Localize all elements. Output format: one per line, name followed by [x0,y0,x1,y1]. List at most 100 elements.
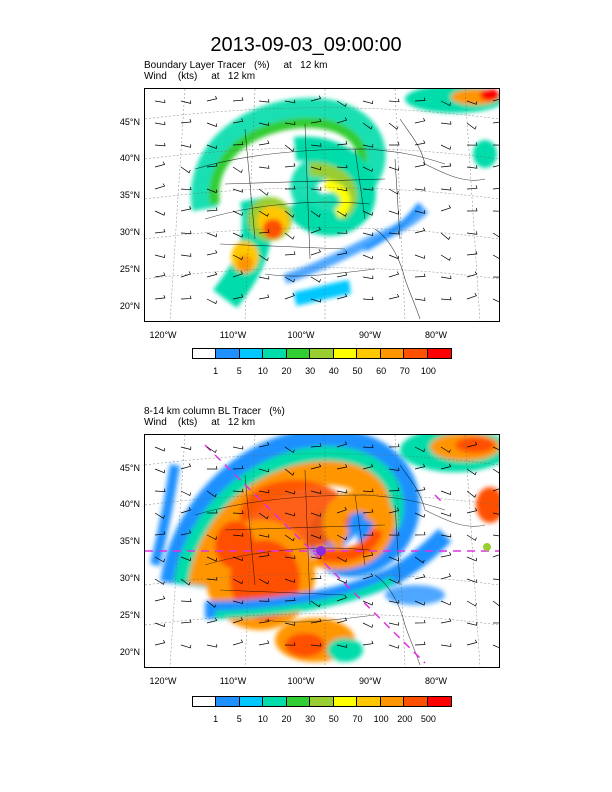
colorbar-swatch [380,697,405,706]
wind-barb [206,249,218,256]
wind-barb [492,188,499,190]
wind-barb [206,298,217,305]
wind-barb [440,144,451,150]
wind-barb [180,644,192,649]
wind-barb [440,618,452,624]
wind-barb [284,99,296,104]
wind-barb [440,162,452,168]
wind-barb [440,600,452,606]
wind-barb [232,271,244,278]
panel1-map [144,88,500,322]
wind-barb [232,600,244,605]
wind-barb [466,142,478,146]
wind-barb [284,251,296,256]
wind-barb [440,254,451,261]
wind-barb [440,490,452,495]
p2-lat-45: 45°N [119,463,140,473]
colorbar-level-label: 60 [376,366,387,376]
wind-barb [362,640,374,646]
wind-barb [414,446,425,453]
wind-barb [414,297,426,301]
wind-barb [336,464,348,470]
panel2-subtitle: Wind (kts) at 12 km [144,417,256,428]
wind-barb [232,639,244,646]
wind-barb [206,577,218,581]
wind-barb [310,618,322,624]
wind-barb [388,293,400,300]
wind-barb [284,162,296,168]
wind-barb [284,210,295,218]
colorbar-swatch [193,697,217,706]
wind-barb [336,489,348,494]
wind-barb [414,463,426,470]
wind-barb [258,534,270,538]
wind-barb [180,253,192,257]
wind-barb [154,531,166,536]
wind-barb [336,100,347,107]
wind-barb [336,210,347,217]
wind-barb [492,98,499,102]
wind-barb [414,574,426,580]
wind-barb [154,488,166,492]
wind-barb [440,187,452,191]
colorbar-swatch [380,349,405,358]
wind-barb [336,506,347,514]
colorbar-swatch [216,697,240,706]
panel2-markers [316,543,491,556]
wind-barb [414,641,426,646]
wind-barb [232,533,244,537]
wind-barb [492,446,499,451]
wind-barb [414,619,426,624]
colorbar-swatch [310,349,334,358]
wind-barb [180,186,192,191]
wind-barb [492,121,499,124]
wind-barb [258,294,270,300]
colorbar-swatch [357,349,381,358]
wind-barb [310,210,321,218]
wind-barb [336,644,348,648]
wind-barb [284,446,295,454]
wind-barb [232,578,243,585]
p2-lon-110: 110°W [219,676,247,686]
wind-barb [154,142,166,147]
wind-barb [336,140,348,146]
wind-barb [336,594,347,602]
wind-barb [440,552,452,558]
wind-barb [154,228,166,234]
wind-barb [206,122,218,127]
wind-barb [206,188,218,194]
wind-barb [492,276,499,278]
wind-barb [154,556,165,563]
p2-lon-120: 120°W [149,676,177,686]
wind-barb [336,534,347,541]
colorbar-swatch [193,349,217,358]
wind-barb [440,643,452,647]
wind-barb [310,166,322,171]
panel2-title: 8-14 km column BL Tracer (%) [144,406,285,417]
colorbar-swatch [427,349,451,358]
wind-barb [180,206,192,212]
wind-barb [362,187,374,191]
wind-barb [466,250,478,256]
wind-barb [284,578,296,583]
wind-barb [440,121,452,125]
wind-barb [154,210,166,216]
wind-barb [284,292,295,300]
panel1-gridlines [145,89,499,321]
wind-barb [440,512,452,517]
wind-barb [310,534,322,539]
wind-barb [284,185,296,190]
wind-barb [207,466,218,470]
wind-barb [362,232,374,237]
wind-barb [232,166,243,174]
wind-barb [284,597,296,602]
wind-barb [414,556,425,564]
panel1-svg [145,89,499,321]
wind-barb [414,140,426,146]
wind-barb [362,275,374,280]
p1-lat-35: 35°N [119,190,140,200]
wind-barb [466,231,478,235]
colorbar-swatch [286,349,311,358]
wind-barb [180,556,192,562]
panel1-subtitle: Wind (kts) at 12 km [144,71,256,82]
